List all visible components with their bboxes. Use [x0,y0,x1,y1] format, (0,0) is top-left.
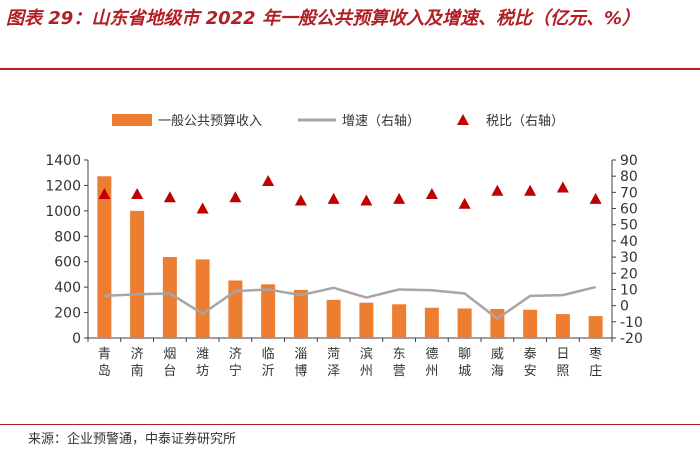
left-tick-label: 800 [54,229,81,245]
tax-ratio-marker [327,192,340,204]
bottom-rule [0,424,700,425]
tax-ratio-marker [589,192,602,204]
bar [130,210,145,338]
right-tick-label: 30 [620,250,638,266]
category-label: 威海 [491,347,504,379]
marker-series [98,175,602,214]
title-rule [0,68,700,70]
left-tick-label: 200 [54,306,81,322]
bar [359,302,374,338]
category-label: 临沂 [262,347,275,379]
category-label: 菏泽 [327,347,340,379]
tax-ratio-marker [294,194,307,206]
chart: 一般公共预算收入 增速（右轴） 税比（右轴） 0200400600800100012… [45,113,643,379]
tax-ratio-marker [262,175,275,187]
legend: 一般公共预算收入 增速（右轴） 税比（右轴） [112,113,564,129]
left-tick-label: 600 [54,255,81,271]
legend-marker-swatch [457,114,469,125]
category-label: 青岛 [98,347,111,379]
legend-marker-label: 税比（右轴） [486,114,564,129]
bar [523,309,538,338]
right-tick-label: 70 [620,185,638,201]
bar [588,316,603,338]
right-tick-label: 40 [620,234,638,250]
category-label: 日照 [556,347,569,379]
right-tick-label: 10 [620,282,638,298]
category-label: 枣庄 [589,347,602,379]
right-tick-label: 0 [620,299,629,315]
right-tick-label: -20 [620,331,643,347]
bar [162,257,177,338]
right-tick-label: 20 [620,266,638,282]
left-tick-label: 400 [54,280,81,296]
tax-ratio-marker [524,184,537,196]
growth-line [104,285,596,320]
bar [228,280,243,338]
bar [424,307,439,338]
bar [261,284,276,338]
legend-line-label: 增速（右轴） [342,114,420,129]
tax-ratio-marker [360,194,373,206]
source-note: 来源：企业预警通，中泰证券研究所 [28,432,237,447]
category-label: 聊城 [458,347,471,379]
category-label: 济宁 [229,347,242,379]
right-tick-label: 60 [620,202,638,218]
tax-ratio-marker [556,181,569,193]
right-tick-label: 90 [620,153,638,169]
tax-ratio-marker [425,187,438,199]
left-tick-label: 1000 [45,204,81,220]
tax-ratio-marker [163,191,176,203]
tax-ratio-marker [98,187,111,199]
left-tick-label: 1400 [45,153,81,169]
tax-ratio-marker [131,187,144,199]
category-label: 德州 [425,347,438,379]
bar [555,314,570,338]
category-label: 济南 [131,347,144,379]
legend-bar-label: 一般公共预算收入 [158,113,262,129]
line-series [104,285,596,320]
left-tick-label: 0 [72,331,81,347]
category-label: 东营 [393,347,406,379]
figure-title: 图表 29：山东省地级市 2022 年一般公共预算收入及增速、税比（亿元、%） [6,8,640,29]
right-tick-label: 50 [620,218,638,234]
category-label: 潍坊 [196,347,209,379]
tax-ratio-marker [458,197,471,209]
legend-bar-swatch [112,114,152,126]
bar [392,304,407,338]
bar [457,308,472,338]
category-label: 烟台 [163,347,176,379]
category-label: 淄博 [294,347,307,379]
right-tick-label: -10 [620,315,643,331]
tax-ratio-marker [393,192,406,204]
category-label: 泰安 [524,347,537,379]
tax-ratio-marker [196,202,209,214]
category-label: 滨州 [360,346,373,379]
left-tick-label: 1200 [45,178,81,194]
tax-ratio-marker [491,184,504,196]
bar [326,299,341,338]
right-tick-label: 80 [620,169,638,185]
bar-series [97,176,603,338]
bar [97,176,112,338]
tax-ratio-marker [229,191,242,203]
bar [293,289,308,338]
bar [195,259,210,338]
